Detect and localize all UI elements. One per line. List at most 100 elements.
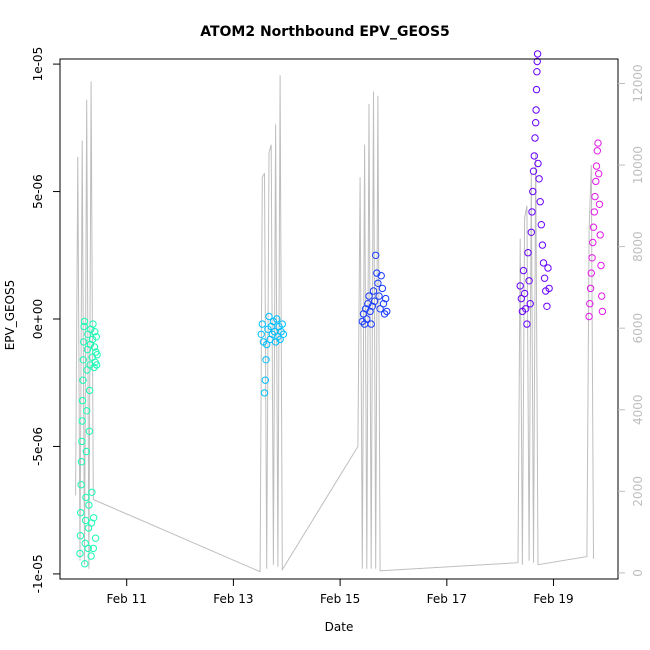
data-point	[586, 300, 594, 308]
data-point	[589, 238, 597, 247]
data-point	[517, 294, 525, 303]
x-tick-label: Feb 15	[320, 592, 360, 606]
data-point	[588, 254, 596, 262]
data-point	[78, 396, 87, 405]
data-point	[589, 223, 598, 231]
data-point	[593, 147, 601, 155]
data-point	[592, 177, 600, 186]
y2-tick-label: 4000	[631, 394, 645, 425]
data-point	[90, 343, 99, 351]
data-point	[533, 50, 542, 58]
y-tick-label: 5e-06	[31, 174, 45, 209]
data-point	[530, 152, 538, 160]
data-point	[83, 407, 91, 415]
data-point	[526, 300, 534, 308]
data-point	[535, 175, 543, 183]
data-point	[80, 317, 89, 326]
data-point	[276, 335, 284, 344]
data-point	[529, 167, 538, 175]
data-point	[273, 315, 281, 323]
data-point	[82, 493, 90, 502]
data-point	[532, 106, 540, 114]
data-point	[78, 417, 86, 425]
data-point	[370, 297, 379, 305]
data-point	[265, 312, 273, 321]
x-tick-label: Feb 11	[107, 592, 147, 606]
data-point	[522, 305, 530, 313]
data-point	[532, 85, 541, 94]
data-point	[524, 249, 532, 257]
data-point	[77, 458, 86, 466]
data-point	[375, 292, 383, 300]
data-point	[85, 501, 93, 509]
data-point	[93, 361, 101, 369]
data-point	[594, 139, 602, 147]
data-point	[81, 560, 89, 568]
data-point	[545, 284, 553, 293]
data-point	[92, 333, 101, 341]
x-tick-label: Feb 17	[427, 592, 467, 606]
data-point	[93, 351, 101, 359]
y2-axis: 0 2000 4000 6000 8000 10000 12000	[618, 64, 645, 577]
data-point	[80, 322, 88, 331]
data-point	[537, 221, 545, 229]
chart-title: ATOM2 Northbound EPV_GEOS5	[200, 24, 450, 40]
data-point	[84, 544, 92, 553]
x-axis: Feb 11 Feb 13 Feb 15 Feb 17 Feb 19	[107, 579, 574, 606]
y2-tick-label: 8000	[631, 231, 645, 262]
altitude-series-line	[75, 75, 594, 573]
data-point	[263, 340, 271, 349]
data-point	[376, 305, 384, 313]
data-point	[278, 320, 286, 328]
y-tick-label: -1e-05	[31, 554, 45, 593]
y2-tick-label: 2000	[631, 476, 645, 507]
data-point	[85, 427, 94, 435]
data-point	[262, 356, 270, 364]
data-point	[79, 356, 88, 364]
data-point	[595, 200, 604, 209]
data-point	[91, 534, 100, 542]
x-tick-label: Feb 19	[533, 592, 573, 606]
data-point	[539, 259, 548, 267]
data-point	[382, 294, 390, 303]
y-tick-label: -5e-06	[31, 427, 45, 466]
data-point	[591, 192, 599, 201]
y-axis-label: EPV_GEOS5	[3, 280, 17, 351]
data-point	[533, 68, 541, 76]
data-point	[520, 289, 529, 298]
y-axis: -1e-05 -5e-06 0e+00 5e-06 1e-05	[31, 47, 60, 593]
data-point	[596, 231, 604, 239]
data-point	[543, 302, 551, 310]
data-point	[374, 279, 382, 287]
data-point	[536, 198, 544, 206]
data-point	[590, 208, 598, 216]
data-point	[527, 228, 535, 237]
y2-tick-label: 12000	[631, 64, 645, 102]
data-point	[76, 532, 85, 540]
data-point	[82, 447, 91, 456]
data-point	[529, 187, 537, 196]
data-point	[533, 57, 541, 66]
data-point	[592, 162, 601, 170]
data-point	[378, 284, 387, 293]
data-point	[544, 264, 552, 272]
data-point	[260, 389, 269, 397]
data-point	[585, 312, 593, 321]
data-point	[587, 269, 595, 277]
data-point	[595, 170, 603, 178]
data-point	[363, 315, 371, 323]
data-point	[257, 330, 265, 338]
data-point	[534, 159, 542, 168]
data-point	[89, 320, 97, 328]
data-point	[369, 287, 378, 295]
data-point	[87, 552, 95, 560]
data-point	[261, 376, 269, 384]
y-tick-label: 0e+00	[31, 299, 45, 339]
y2-tick-label: 0	[631, 569, 645, 577]
data-point	[88, 488, 96, 496]
data-point	[380, 310, 389, 318]
data-point	[367, 320, 375, 328]
data-point	[598, 307, 607, 316]
